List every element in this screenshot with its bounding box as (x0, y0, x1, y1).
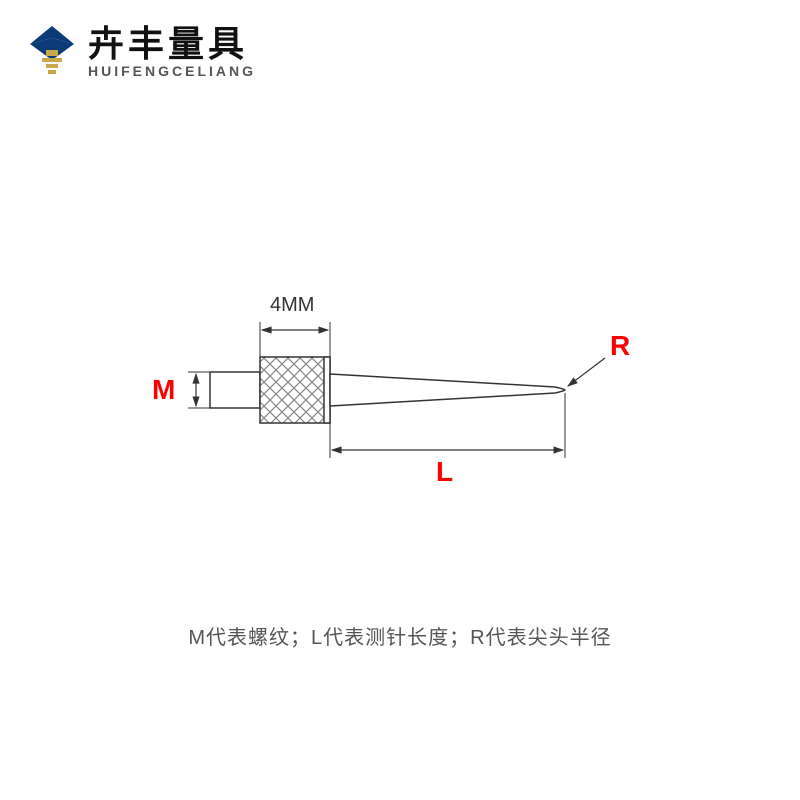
logo-text-en: HUIFENGCELIANG (88, 64, 256, 78)
diagram-caption: M代表螺纹；L代表测针长度；R代表尖头半径 (0, 621, 800, 650)
logo-text-cn: 卉丰量具 (88, 26, 256, 62)
company-logo: 卉丰量具 HUIFENGCELIANG (24, 24, 256, 80)
label-4mm: 4MM (270, 294, 314, 317)
probe-diagram: 4MM M R L (150, 280, 670, 500)
label-r: R (610, 330, 630, 362)
logo-icon (24, 24, 80, 80)
label-l: L (436, 456, 453, 488)
logo-text: 卉丰量具 HUIFENGCELIANG (88, 26, 256, 78)
label-m: M (152, 374, 175, 406)
